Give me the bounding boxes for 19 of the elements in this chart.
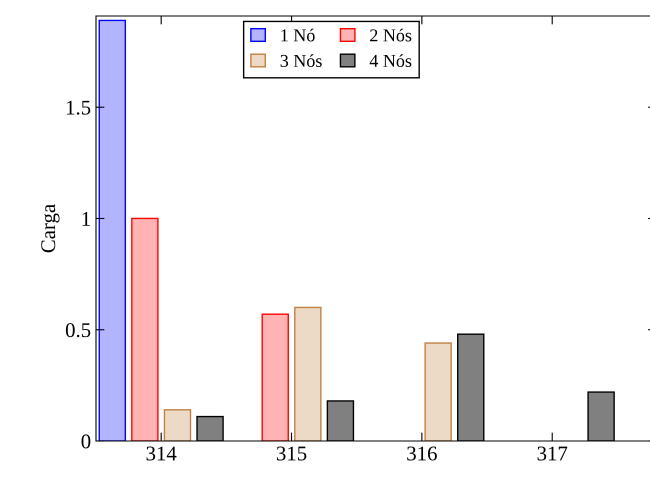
y-tick-label: 0: [82, 434, 90, 448]
legend-label: 1 Nó: [281, 28, 315, 42]
bar: [262, 313, 289, 441]
y-tick-label: 1: [82, 212, 90, 226]
x-tick-label: 314: [146, 446, 176, 461]
x-tick-label: 315: [276, 446, 306, 461]
x-tick-label: 317: [538, 446, 568, 461]
legend-label: 4 Nós: [370, 54, 412, 67]
x-tick-label: 316: [407, 446, 437, 461]
legend-label: 3 Nós: [280, 54, 322, 67]
bar: [164, 409, 192, 441]
y-axis-title: Carga: [41, 204, 60, 252]
legend-label: 2 Nós: [370, 28, 412, 42]
bar: [294, 306, 322, 441]
y-tick-label: 0.5: [66, 323, 90, 338]
y-tick-label: 1.5: [66, 100, 90, 115]
bar: [98, 20, 126, 441]
bar: [424, 342, 452, 441]
bar: [131, 218, 159, 441]
